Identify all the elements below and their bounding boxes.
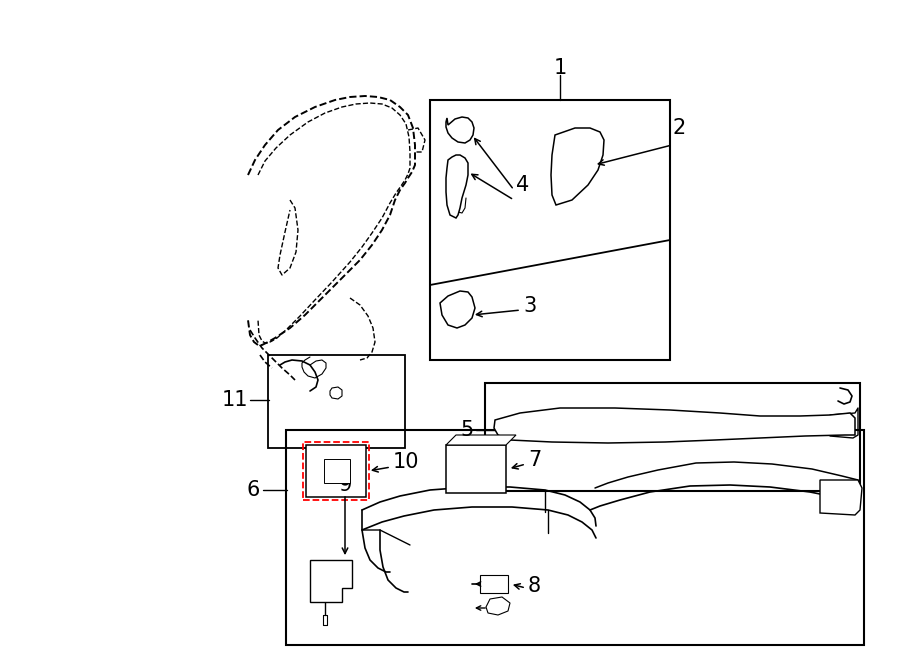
Polygon shape: [494, 408, 855, 443]
Polygon shape: [446, 117, 474, 143]
Polygon shape: [486, 597, 510, 615]
Text: 3: 3: [523, 296, 536, 316]
Polygon shape: [446, 155, 468, 218]
Polygon shape: [306, 445, 366, 497]
Text: 9: 9: [338, 475, 352, 495]
Bar: [303, 442, 369, 500]
Bar: [485, 383, 860, 491]
Polygon shape: [440, 291, 475, 328]
Text: 4: 4: [516, 175, 529, 195]
Text: 6: 6: [247, 480, 260, 500]
Polygon shape: [480, 575, 508, 593]
Text: 8: 8: [528, 576, 541, 596]
Polygon shape: [330, 387, 342, 399]
Text: 1: 1: [554, 58, 567, 78]
Text: 10: 10: [393, 452, 419, 472]
Text: 7: 7: [528, 450, 541, 470]
Bar: [286, 430, 864, 645]
Text: P: P: [335, 467, 339, 475]
Polygon shape: [446, 435, 516, 445]
Text: 5: 5: [461, 420, 474, 440]
Polygon shape: [310, 560, 352, 602]
Polygon shape: [820, 480, 862, 515]
Bar: [268, 355, 405, 448]
Text: 2: 2: [672, 118, 685, 138]
Polygon shape: [551, 128, 604, 205]
Polygon shape: [324, 459, 350, 483]
Polygon shape: [446, 445, 506, 493]
Text: 11: 11: [221, 390, 248, 410]
Bar: [430, 100, 670, 360]
